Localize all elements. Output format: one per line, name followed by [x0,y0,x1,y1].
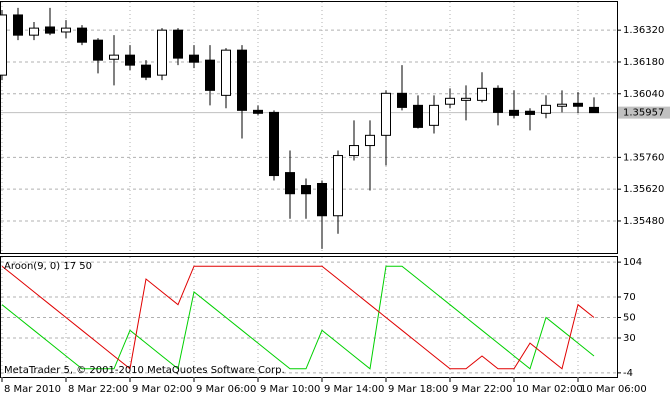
watermark: MetaTrader 5, © 2001-2010 MetaQuotes Sof… [4,365,285,376]
candle-body [493,87,503,113]
candle-body [125,54,135,66]
aroon-line [1,265,595,370]
x-tick-label: 9 Mar 06:00 [196,384,256,395]
candle-body [253,109,263,114]
candle-body [365,134,375,147]
candle-body [221,49,231,96]
aroon-line [1,265,595,370]
x-tick-label: 9 Mar 18:00 [388,384,448,395]
candle-body [429,104,439,126]
candle-body [269,111,279,177]
y-tick-label: 1.35760 [623,152,664,163]
candle-body [301,185,311,195]
candle-body [157,29,167,76]
candle-body [13,14,23,36]
x-tick-label: 9 Mar 14:00 [324,384,384,395]
candle-body [173,29,183,59]
candle-body [461,97,471,101]
candle-body [333,155,343,217]
y-tick-label: -4 [623,368,633,379]
x-tick-label: 9 Mar 10:00 [260,384,320,395]
x-tick-label: 9 Mar 02:00 [132,384,192,395]
candle-body [317,182,327,217]
y-tick-label: 30 [623,333,636,344]
candle-body [541,104,551,114]
candle-body [77,27,87,43]
candle-body [141,64,151,78]
candle-body [397,92,407,108]
candle-body [61,27,71,33]
candle-body [525,110,535,115]
x-tick-label: 9 Mar 22:00 [452,384,512,395]
candle-body [285,172,295,195]
main-panel [0,1,618,254]
y-tick-label: 1.36180 [623,57,664,68]
candle-body [381,92,391,136]
candle-body [205,59,215,91]
candle-body [413,104,423,128]
y-tick-label: 1.35480 [623,216,664,227]
candle-body [45,26,55,34]
x-tick-label: 10 Mar 02:00 [516,384,583,395]
x-tick-label: 8 Mar 22:00 [68,384,128,395]
candle-body [445,97,455,105]
y-tick-label: 104 [623,257,642,268]
y-tick-label: 1.35620 [623,184,664,195]
candle-body [477,87,487,101]
y-tick-label: 50 [623,313,636,324]
current-price-box [618,106,670,119]
current-price-label: 1.35957 [623,108,664,119]
candle-body [349,145,359,157]
indicator-title: Aroon(9, 0) 17 50 [4,261,92,272]
candle-body [573,102,583,107]
y-tick-label: 1.36040 [623,89,664,100]
candle-body [509,109,519,116]
x-tick-label: 10 Mar 06:00 [580,384,647,395]
y-tick-label: 1.36320 [623,25,664,36]
candle-body [189,54,199,63]
candle-body [557,103,567,107]
candle-body [29,27,39,36]
candle-body [589,106,599,114]
candle-body [237,49,247,111]
candle-body [93,39,103,61]
x-tick-label: 8 Mar 2010 [4,384,61,395]
plot-layer: 1.36320 1.36180 1.36040 1.35760 1.35620 1.354… [0,2,670,395]
candle-body [0,14,7,76]
y-tick-label: 70 [623,292,636,303]
candle-body [109,54,119,60]
